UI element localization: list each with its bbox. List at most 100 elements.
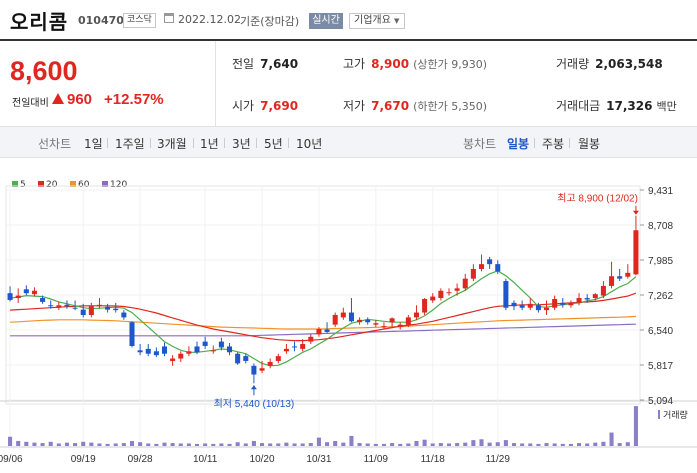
volume-bar	[154, 443, 159, 446]
candle-body	[527, 303, 533, 308]
stat-amount-unit: 백만	[656, 100, 677, 113]
range-1w[interactable]: 1주일	[115, 137, 145, 151]
candle-body	[227, 346, 233, 353]
candle-body	[178, 353, 184, 359]
stat-volume-value: 2,063,548	[595, 57, 663, 71]
candle-body	[389, 318, 395, 323]
divider	[193, 138, 194, 148]
stat-upper-limit: (상한가 9,930)	[413, 58, 487, 71]
candle-body	[105, 306, 111, 310]
candle-body	[438, 290, 444, 299]
volume-bar	[463, 442, 468, 446]
volume-bar	[170, 443, 175, 446]
candle-body	[113, 308, 119, 311]
candle-body	[592, 294, 598, 299]
high-arrow-icon	[632, 210, 639, 215]
candle-body	[64, 304, 70, 307]
y-tick-label: 5,817	[648, 361, 673, 372]
volume-bar	[24, 441, 29, 446]
stat-high-value: 8,900	[371, 57, 410, 71]
divider	[569, 138, 570, 148]
y-tick-label: 9,431	[648, 186, 673, 197]
volume-bar	[585, 443, 590, 446]
volume-bar	[89, 442, 94, 446]
period-monthly[interactable]: 월봉	[578, 137, 601, 151]
candle-body	[15, 295, 21, 299]
candle-body	[446, 292, 452, 294]
range-1d[interactable]: 1일	[84, 137, 103, 151]
volume-bar	[48, 441, 53, 446]
company-info-label: 기업개요	[354, 15, 391, 26]
candle-body	[568, 302, 574, 306]
up-arrow-icon	[52, 93, 64, 104]
chart-toolbar: 선차트 1일 1주일 3개월 1년 3년 5년 10년 봉차트 일봉 주봉 월봉	[0, 126, 697, 158]
volume-bar	[243, 443, 248, 446]
realtime-button[interactable]: 실시간	[309, 13, 343, 29]
company-info-dropdown[interactable]: 기업개요 ▼	[349, 13, 405, 29]
range-1y[interactable]: 1년	[200, 137, 219, 151]
volume-bar	[113, 443, 118, 446]
stat-high-label: 고가	[343, 57, 366, 71]
stat-high: 고가 8,900 (상한가 9,930)	[343, 55, 487, 72]
candle-body	[72, 307, 78, 309]
volume-bar	[633, 406, 638, 446]
quote-date: 2022.12.02	[178, 13, 241, 26]
y-tick-label: 5,094	[648, 396, 673, 407]
candle-body	[161, 346, 168, 354]
volume-bar	[146, 443, 151, 446]
candle-body	[96, 304, 102, 306]
candle-body	[332, 314, 338, 325]
candle-body	[23, 289, 29, 294]
divider	[107, 138, 108, 148]
candle-body	[145, 348, 151, 354]
candle-body	[357, 319, 363, 323]
period-weekly[interactable]: 주봉	[542, 137, 565, 151]
volume-bar	[105, 443, 110, 446]
stat-open-value: 7,690	[260, 99, 299, 113]
candle-body	[503, 281, 509, 308]
calendar-icon	[164, 13, 174, 23]
volume-bar	[568, 443, 573, 446]
candle-body	[316, 329, 322, 335]
candle-body	[283, 348, 289, 352]
range-3y[interactable]: 3년	[232, 137, 251, 151]
candle-body	[609, 276, 615, 286]
candle-chart-label: 봉차트	[463, 137, 497, 151]
change-value: 960	[67, 91, 93, 108]
x-tick-label: 11/29	[486, 454, 511, 465]
low-arrow-icon	[250, 385, 257, 390]
volume-bar	[235, 442, 240, 446]
candle-body	[40, 298, 46, 302]
change-percent: +12.57%	[104, 91, 164, 108]
stock-header: 오리콤 010470 코스닥 2022.12.02 기준(장마감) 실시간 기업…	[0, 0, 697, 38]
candle-body	[600, 285, 606, 296]
candle-body	[202, 341, 208, 346]
candle-body	[218, 341, 224, 348]
volume-bar	[430, 443, 435, 446]
y-tick-label: 8,708	[648, 221, 673, 232]
volume-bar	[373, 443, 378, 446]
range-3m[interactable]: 3개월	[157, 137, 187, 151]
stock-code: 010470	[78, 14, 124, 27]
volume-legend-label: 거래량	[663, 409, 688, 421]
volume-bar	[260, 443, 265, 446]
candle-body	[153, 351, 159, 356]
candle-body	[413, 312, 419, 318]
volume-bar	[40, 443, 45, 446]
volume-bar	[511, 443, 517, 446]
range-10y[interactable]: 10년	[296, 137, 323, 151]
divider	[150, 138, 151, 148]
volume-bar	[129, 440, 135, 446]
stat-amount: 거래대금 17,326 백만	[556, 97, 677, 114]
volume-bar	[365, 443, 370, 446]
legend-ma60-swatch	[70, 181, 76, 187]
volume-bar	[186, 443, 191, 446]
volume-bar	[438, 443, 443, 446]
volume-bar	[203, 443, 208, 446]
high-annotation: 최고 8,900 (12/02)	[557, 193, 638, 205]
range-5y[interactable]: 5년	[264, 137, 283, 151]
volume-bar	[528, 443, 533, 446]
stat-amount-value: 17,326	[606, 99, 653, 113]
period-daily[interactable]: 일봉	[507, 137, 530, 151]
